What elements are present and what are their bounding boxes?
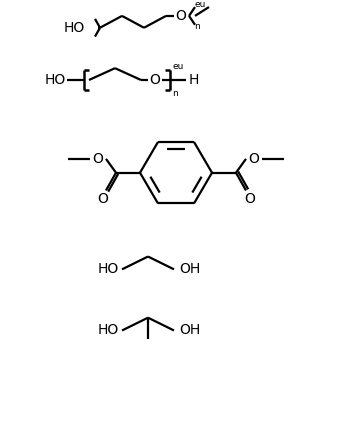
Text: O: O [245, 192, 256, 206]
Text: HO: HO [64, 21, 85, 35]
Text: OH: OH [179, 262, 201, 276]
Text: n: n [172, 89, 178, 98]
Text: O: O [93, 152, 104, 166]
Text: O: O [98, 192, 108, 206]
Text: O: O [176, 9, 186, 23]
Text: eu: eu [173, 62, 184, 71]
Text: ı: ı [98, 23, 101, 33]
Text: OH: OH [179, 323, 201, 337]
Text: O: O [150, 73, 160, 87]
Text: eu: eu [195, 0, 206, 9]
Text: O: O [249, 152, 259, 166]
Text: HO: HO [44, 73, 66, 87]
Text: n: n [194, 22, 200, 31]
Text: HO: HO [97, 262, 119, 276]
Text: H: H [189, 73, 199, 87]
Text: HO: HO [97, 323, 119, 337]
